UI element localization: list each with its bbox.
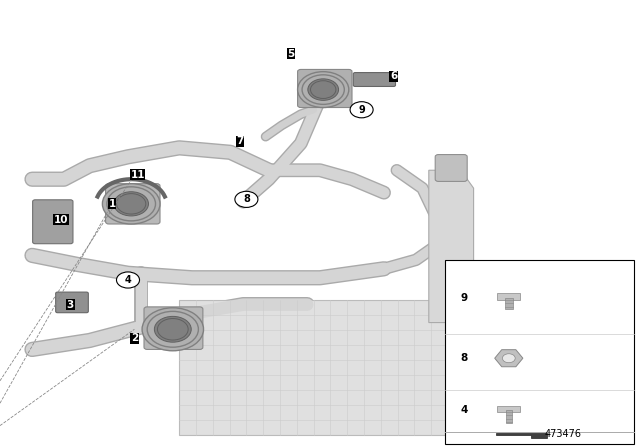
- Polygon shape: [429, 170, 474, 323]
- Text: 3: 3: [67, 300, 74, 310]
- FancyBboxPatch shape: [353, 73, 396, 86]
- Text: 5: 5: [287, 49, 295, 59]
- Circle shape: [235, 191, 258, 207]
- Circle shape: [116, 272, 140, 288]
- Circle shape: [308, 79, 339, 100]
- FancyBboxPatch shape: [505, 297, 513, 309]
- Text: 473476: 473476: [545, 429, 582, 439]
- Circle shape: [147, 311, 198, 347]
- Text: 10: 10: [54, 215, 68, 224]
- FancyBboxPatch shape: [445, 260, 634, 444]
- Circle shape: [302, 75, 344, 104]
- Text: 4: 4: [125, 275, 131, 285]
- Circle shape: [142, 308, 204, 351]
- FancyBboxPatch shape: [144, 307, 203, 349]
- Text: 9: 9: [358, 105, 365, 115]
- Circle shape: [157, 319, 188, 340]
- Text: 8: 8: [243, 194, 250, 204]
- Circle shape: [102, 184, 160, 224]
- FancyBboxPatch shape: [506, 410, 512, 423]
- Text: 11: 11: [131, 170, 145, 180]
- Text: 8: 8: [460, 353, 468, 363]
- FancyBboxPatch shape: [179, 300, 448, 435]
- Circle shape: [350, 102, 373, 118]
- Text: 9: 9: [460, 293, 468, 302]
- Text: 7: 7: [236, 136, 244, 146]
- Circle shape: [116, 194, 146, 214]
- FancyBboxPatch shape: [106, 184, 160, 224]
- Circle shape: [154, 316, 191, 342]
- Text: 6: 6: [390, 71, 397, 81]
- Polygon shape: [496, 433, 547, 438]
- Text: 2: 2: [131, 333, 138, 343]
- Text: 4: 4: [460, 405, 468, 415]
- FancyBboxPatch shape: [497, 293, 520, 300]
- FancyBboxPatch shape: [33, 200, 73, 244]
- Circle shape: [310, 81, 336, 99]
- Circle shape: [107, 187, 156, 221]
- Circle shape: [502, 354, 515, 363]
- Text: 1: 1: [108, 199, 116, 209]
- Circle shape: [114, 192, 148, 216]
- FancyBboxPatch shape: [497, 406, 520, 412]
- Circle shape: [298, 72, 349, 108]
- FancyBboxPatch shape: [56, 292, 88, 313]
- Polygon shape: [495, 350, 523, 367]
- FancyBboxPatch shape: [298, 69, 352, 108]
- FancyBboxPatch shape: [435, 155, 467, 181]
